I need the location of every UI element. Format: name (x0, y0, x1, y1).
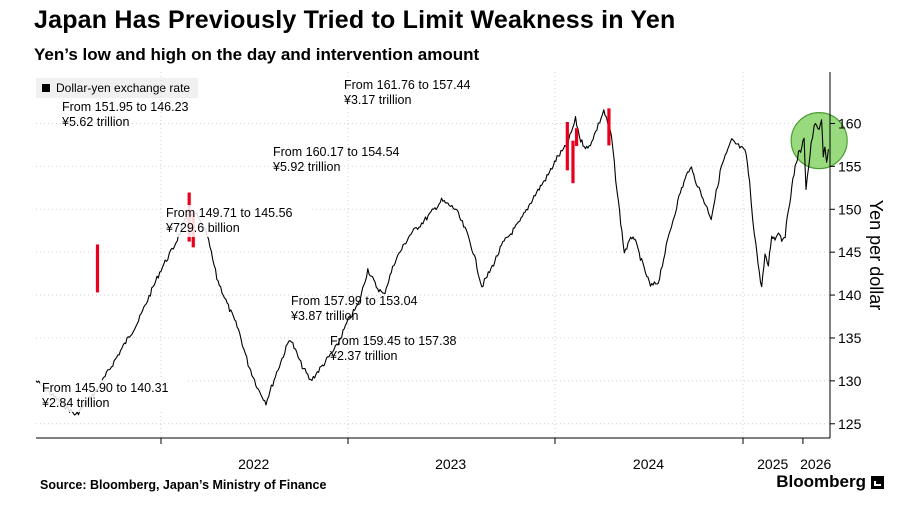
y-tick-label-1: 130 (838, 373, 862, 389)
annotation-layer: From 145.90 to 140.31¥2.84 trillion From … (40, 78, 471, 412)
x-tick-label-3: 2025 (757, 456, 788, 472)
x-tick-label-0: 2022 (238, 456, 269, 472)
y-tick-label-2: 135 (838, 330, 862, 346)
annotation-bg-0 (40, 380, 187, 412)
chart-title: Japan Has Previously Tried to Limit Weak… (34, 6, 676, 34)
x-tick-label-1: 2023 (435, 456, 466, 472)
intervention-layer (95, 108, 611, 293)
annotation-amount-5: ¥2.37 trillion (329, 349, 397, 363)
annotation-amount-1: ¥5.62 trillion (61, 115, 129, 129)
annotation-bg-2 (164, 205, 311, 237)
annotation-range-4: From 157.99 to 153.04 (291, 294, 418, 308)
annotation-amount-4: ¥3.87 trillion (290, 309, 358, 323)
intervention-bar-5 (574, 128, 579, 146)
annotation-range-3: From 160.17 to 154.54 (273, 145, 400, 159)
source-note: Source: Bloomberg, Japan’s Ministry of F… (40, 478, 327, 492)
annotation-range-0: From 145.90 to 140.31 (42, 381, 169, 395)
annotation-amount-6: ¥3.17 trillion (343, 93, 411, 107)
bloomberg-terminal-icon (871, 475, 884, 489)
legend-label: Dollar-yen exchange rate (56, 81, 191, 95)
intervention-bar-0 (95, 244, 100, 293)
chart-subtitle: Yen’s low and high on the day and interv… (34, 45, 480, 64)
y-tick-label-5: 150 (838, 201, 862, 217)
series-layer (35, 109, 848, 416)
y-tick-label-6: 155 (838, 158, 862, 174)
y-tick-label-4: 145 (838, 244, 862, 260)
annotation-amount-0: ¥2.84 trillion (41, 396, 109, 410)
series-line-dollar-yen (35, 109, 829, 416)
intervention-bar-6 (607, 108, 611, 146)
intervention-bar-4 (571, 140, 575, 184)
annotation-range-6: From 161.76 to 157.44 (344, 78, 471, 92)
annotation-amount-2: ¥729.6 billion (165, 221, 240, 235)
y-tick-label-0: 125 (838, 416, 862, 432)
x-tick-label-2: 2024 (633, 456, 664, 472)
legend: Dollar-yen exchange rate (36, 78, 199, 98)
annotation-range-1: From 151.95 to 146.23 (62, 100, 189, 114)
axis-layer: 125 130 135 140 145 150 155 160 2022 2023 2024 2025… (36, 72, 886, 472)
annotation-range-5: From 159.45 to 157.38 (330, 334, 457, 348)
brand-name: Bloomberg (776, 472, 866, 491)
annotation-amount-3: ¥5.92 trillion (272, 160, 340, 174)
y-tick-label-7: 160 (838, 115, 862, 131)
annotation-range-2: From 149.71 to 145.56 (166, 206, 293, 220)
intervention-bar-3 (565, 122, 569, 171)
y-tick-label-3: 140 (838, 287, 862, 303)
x-tick-label-4: 2026 (800, 456, 831, 472)
legend-swatch (42, 84, 50, 92)
y-axis-label: Yen per dollar (866, 200, 886, 310)
brand: Bloomberg (776, 472, 884, 492)
